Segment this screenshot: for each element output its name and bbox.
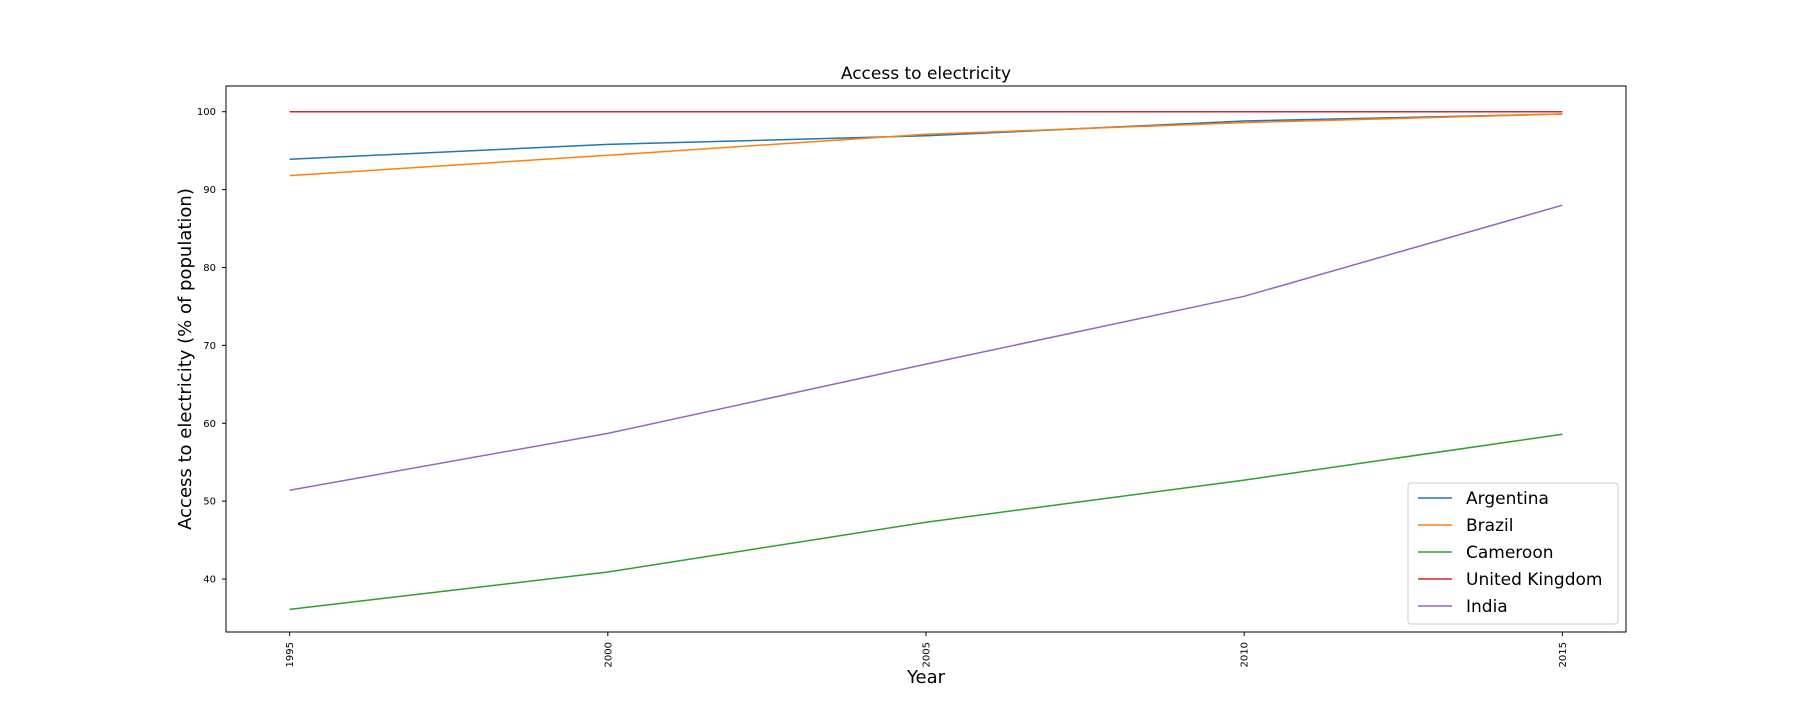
legend-label: Cameroon — [1466, 543, 1554, 563]
y-axis-ticks: 40 50 60 70 80 90 100 — [197, 107, 226, 586]
legend-label: United Kingdom — [1466, 570, 1602, 590]
legend-label: Argentina — [1466, 489, 1549, 509]
series-line-india — [289, 204, 1563, 491]
x-axis-title: Year — [906, 667, 946, 688]
series-line-brazil — [289, 113, 1563, 177]
y-tick-label: 70 — [203, 341, 216, 352]
x-tick-label: 1995 — [285, 642, 296, 667]
legend-box — [1407, 482, 1619, 625]
legend-label: Brazil — [1466, 516, 1513, 536]
y-tick-label: 90 — [203, 185, 216, 196]
y-tick-label: 60 — [203, 419, 216, 430]
series-line-argentina — [289, 113, 1563, 160]
series-lines — [289, 110, 1563, 611]
x-tick-label: 2005 — [922, 642, 933, 667]
legend: Argentina Brazil Cameroon United Kingdom Ind… — [1407, 482, 1619, 625]
series-line-cameroon — [289, 433, 1563, 611]
y-axis-title: Access to electricity (% of population) — [175, 188, 196, 530]
legend-label: India — [1466, 597, 1508, 617]
y-tick-label: 40 — [203, 575, 216, 586]
x-tick-label: 2015 — [1558, 642, 1569, 667]
y-tick-label: 50 — [203, 497, 216, 508]
chart-title: Access to electricity — [841, 64, 1011, 84]
x-tick-label: 2010 — [1240, 642, 1251, 667]
x-axis-ticks: 1995 2000 2005 2010 2015 — [285, 632, 1569, 667]
y-tick-label: 100 — [197, 107, 216, 118]
x-tick-label: 2000 — [603, 642, 614, 667]
y-tick-label: 80 — [203, 263, 216, 274]
